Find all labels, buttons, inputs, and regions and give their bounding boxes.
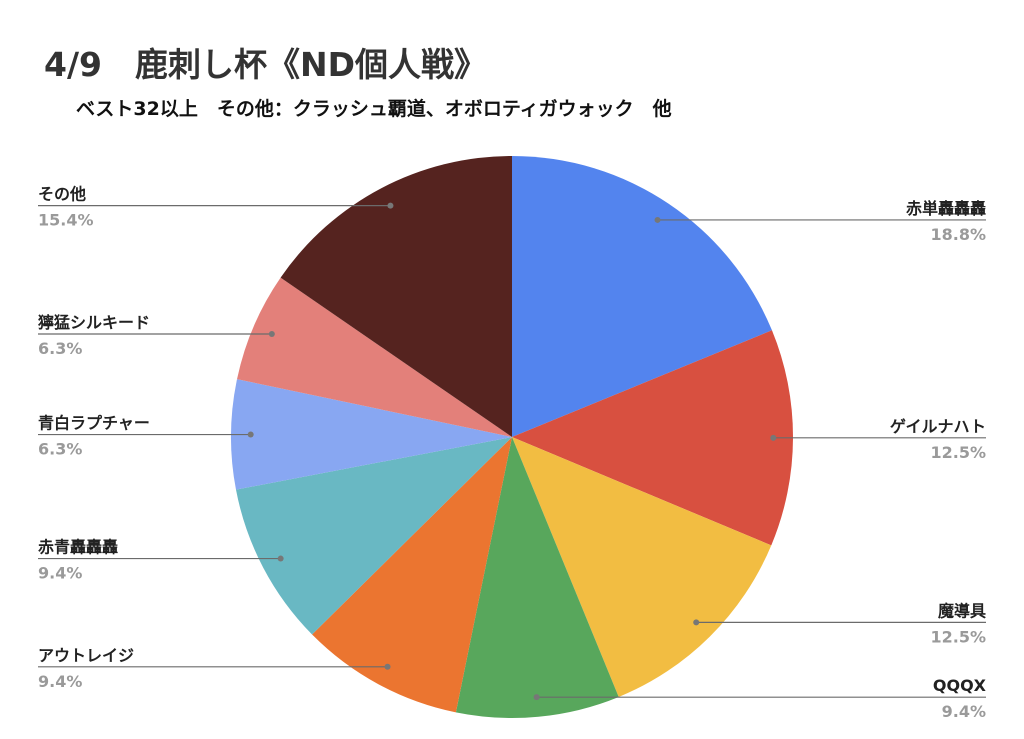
leader-dot: [533, 694, 540, 701]
slice-name-label: 魔導具: [938, 601, 986, 620]
slice-percent-label: 15.4%: [38, 211, 94, 230]
slice-percent-label: 9.4%: [942, 702, 986, 721]
pie-slice: [235, 437, 513, 635]
leaders-layer: [38, 202, 986, 701]
slice-name-label: 赤単轟轟轟: [906, 199, 986, 218]
slice-name-label: アウトレイジ: [38, 646, 134, 665]
slice-percent-label: 6.3%: [38, 440, 82, 459]
leader-dot: [654, 216, 661, 223]
slice-name-label: 青白ラプチャー: [38, 414, 150, 433]
pie-slice: [231, 379, 512, 490]
slice-name-label: 赤青轟轟轟: [38, 538, 118, 557]
leader-dot: [268, 330, 275, 337]
slice-percent-label: 12.5%: [930, 443, 986, 462]
pie-slice: [312, 437, 512, 713]
labels-layer: 赤単轟轟轟 18.8% ゲイルナハト 12.5% 魔導具 12.5% QQQX 9.4% アウト…: [38, 185, 987, 722]
chart-title: 4/9 鹿刺し杯《ND個人戦》: [44, 45, 487, 84]
leader-dot: [277, 555, 284, 562]
pie-slice: [512, 156, 772, 437]
slice-name-label: QQQX: [933, 676, 987, 695]
slice-name-label: その他: [38, 185, 86, 204]
chart-subtitle: ベスト32以上 その他：クラッシュ覇道、オボロティガウォック 他: [76, 98, 672, 120]
pie-slice: [455, 437, 619, 719]
slices-layer: [231, 156, 794, 719]
pie-slice: [237, 277, 512, 437]
slice-name-label: 獰猛シルキード: [38, 313, 150, 332]
pie-slice: [512, 437, 772, 697]
leader-dot: [387, 202, 394, 209]
leader-dot: [247, 431, 254, 438]
pie-slice: [512, 330, 794, 546]
leader-dot: [693, 619, 700, 626]
slice-percent-label: 9.4%: [38, 672, 82, 691]
slice-percent-label: 12.5%: [930, 627, 986, 646]
leader-dot: [770, 434, 777, 441]
slice-percent-label: 6.3%: [38, 339, 82, 358]
slice-percent-label: 9.4%: [38, 564, 82, 583]
leader-dot: [384, 663, 391, 670]
pie-slice: [280, 156, 512, 437]
slice-name-label: ゲイルナハト: [890, 417, 986, 436]
slice-percent-label: 18.8%: [930, 225, 986, 244]
